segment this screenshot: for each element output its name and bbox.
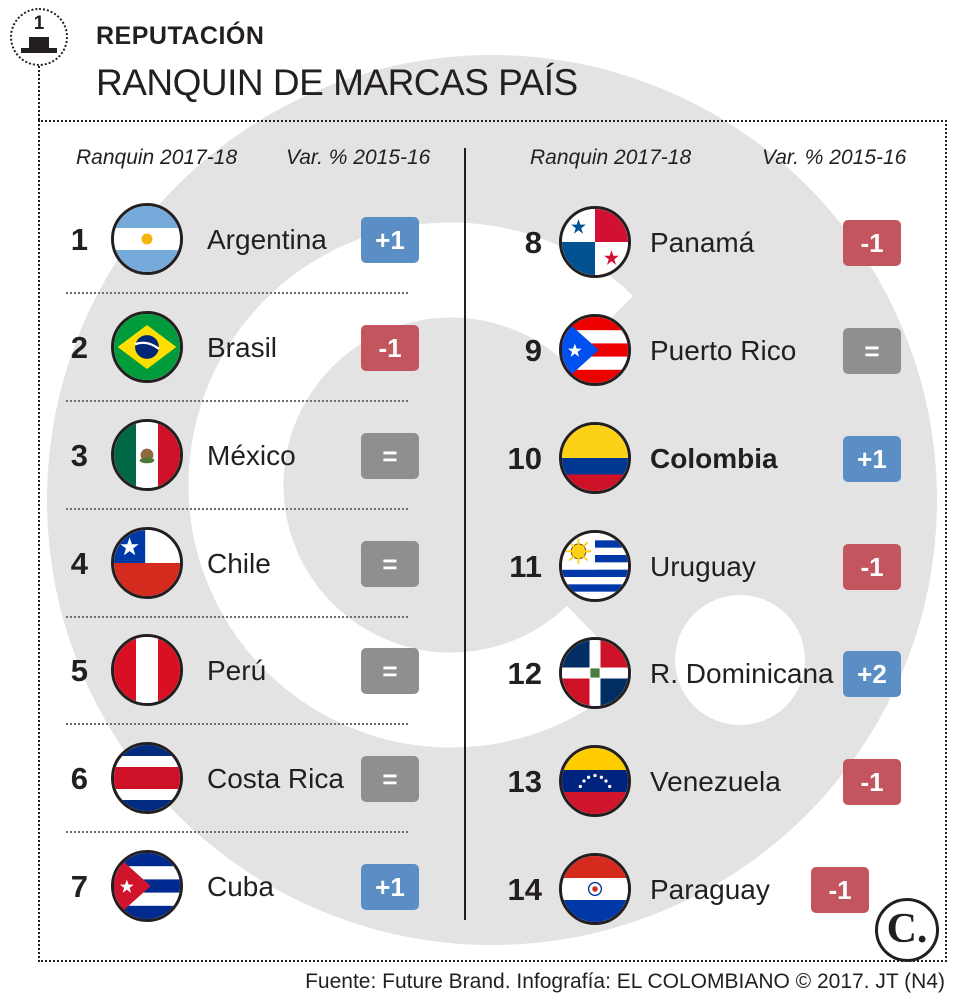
country-name: Puerto Rico: [650, 335, 797, 366]
rank-number: 12: [507, 656, 542, 691]
rank-number: 10: [507, 441, 542, 476]
table-row: 3 México =: [0, 419, 979, 493]
table-row: 4 Chile =: [0, 527, 979, 601]
row-separator: [66, 400, 408, 402]
country-name: Colombia: [650, 443, 778, 474]
table-row: 12 R. Dominicana +2: [0, 637, 979, 711]
country-name: Costa Rica: [207, 763, 344, 794]
variation-badge: =: [361, 648, 419, 694]
left-var-header: Var. % 2015-16: [286, 146, 431, 169]
source-credit: Fuente: Future Brand. Infografía: EL COL…: [305, 970, 945, 993]
country-name: Brasil: [207, 332, 278, 363]
variation-badge: -1: [843, 759, 901, 805]
variation-badge: +1: [361, 864, 419, 910]
rank-number: 4: [70, 546, 88, 581]
brazil-flag-icon: [111, 311, 183, 383]
leader-line: [38, 66, 40, 120]
rank-number: 5: [70, 653, 88, 688]
right-var-header: Var. % 2015-16: [762, 146, 907, 169]
rank-number: 3: [70, 438, 88, 473]
venezuela-flag-icon: [559, 745, 631, 817]
podium-icon: 1: [10, 8, 68, 66]
table-row: 6 Costa Rica =: [0, 742, 979, 816]
variation-badge: -1: [843, 544, 901, 590]
content-frame: [38, 120, 947, 962]
rank-number: 11: [509, 549, 542, 584]
row-separator: [66, 292, 408, 294]
puerto-rico-flag-icon: [559, 314, 631, 386]
country-name: Chile: [207, 548, 271, 579]
table-row: 5 Perú =: [0, 634, 979, 708]
costa-rica-flag-icon: [111, 742, 183, 814]
country-name: Panamá: [650, 227, 755, 258]
variation-badge: =: [361, 433, 419, 479]
variation-badge: =: [361, 756, 419, 802]
page-title: RANQUIN DE MARCAS PAÍS: [96, 62, 578, 103]
variation-badge: =: [361, 541, 419, 587]
section-kicker: REPUTACIÓN: [96, 22, 265, 50]
dominican-republic-flag-icon: [559, 637, 631, 709]
table-row: 14 Paraguay -1: [0, 853, 979, 927]
row-separator: [66, 508, 408, 510]
rank-number: 2: [70, 330, 88, 365]
country-name: R. Dominicana: [650, 658, 834, 689]
left-rank-header: Ranquin 2017-18: [76, 146, 238, 169]
table-row: 2 Brasil -1: [0, 311, 979, 385]
variation-badge: -1: [361, 325, 419, 371]
colombia-flag-icon: [559, 422, 631, 494]
table-row: 13 Venezuela -1: [0, 745, 979, 819]
paraguay-flag-icon: [559, 853, 631, 925]
table-row: 7 Cuba +1: [0, 850, 979, 924]
rank-number: 7: [70, 869, 88, 904]
variation-badge: +1: [843, 436, 901, 482]
row-separator: [66, 616, 408, 618]
country-name: Argentina: [207, 224, 327, 255]
variation-badge: -1: [811, 867, 869, 913]
rank-number: 8: [524, 225, 542, 260]
variation-badge: +1: [361, 217, 419, 263]
rank-number: 9: [524, 333, 542, 368]
table-row: 9 Puerto Rico =: [0, 314, 979, 388]
argentina-flag-icon: [111, 203, 183, 275]
cuba-flag-icon: [111, 850, 183, 922]
rank-number: 14: [507, 872, 542, 907]
table-row: 1 Argentina +1: [0, 203, 979, 277]
chile-flag-icon: [111, 527, 183, 599]
panama-flag-icon: [559, 206, 631, 278]
row-separator: [66, 723, 408, 725]
country-name: Paraguay: [650, 874, 770, 905]
variation-badge: =: [843, 328, 901, 374]
variation-badge: -1: [843, 220, 901, 266]
table-row: 11 Uruguay -1: [0, 530, 979, 604]
country-name: México: [207, 440, 296, 471]
variation-badge: +2: [843, 651, 901, 697]
rank-number: 1: [70, 222, 88, 257]
row-separator: [66, 831, 408, 833]
table-row: 8 Panamá -1: [0, 206, 979, 280]
country-name: Cuba: [207, 871, 274, 902]
peru-flag-icon: [111, 634, 183, 706]
country-name: Uruguay: [650, 551, 756, 582]
country-name: Venezuela: [650, 766, 781, 797]
right-rank-header: Ranquin 2017-18: [530, 146, 692, 169]
rank-number: 13: [507, 764, 542, 799]
rank-number: 6: [70, 761, 88, 796]
podium-number: 1: [33, 13, 45, 34]
el-colombiano-logo-icon: C.: [875, 898, 939, 962]
mexico-flag-icon: [111, 419, 183, 491]
table-row: 10 Colombia +1: [0, 422, 979, 496]
column-divider: [464, 148, 466, 920]
country-name: Perú: [207, 655, 267, 686]
uruguay-flag-icon: [559, 530, 631, 602]
